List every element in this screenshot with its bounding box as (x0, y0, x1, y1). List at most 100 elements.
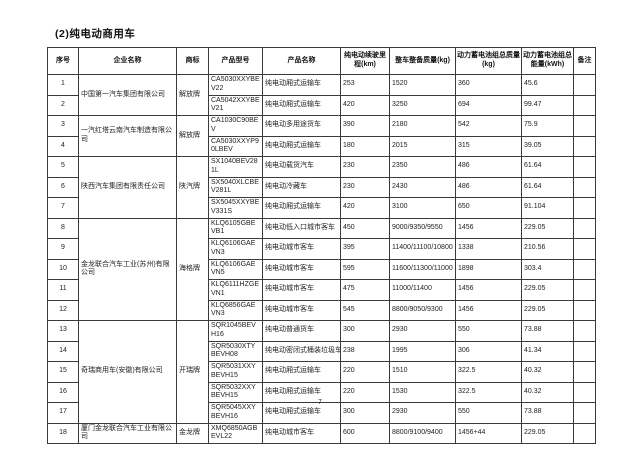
cell-curb-weight: 2350 (389, 156, 456, 178)
cell-brand: 开瑞牌 (176, 320, 209, 424)
table-row: 13 奇瑞商用车(安徽)有限公司 开瑞牌 SQR1045BEVH16 纯电动普通… (47, 320, 596, 424)
cell-model: CA5030XXYBEV22 (208, 74, 263, 96)
cell-battery-mass: 1456 (455, 279, 522, 301)
cell-remark (573, 238, 596, 260)
cell-battery-mass: 1456 (455, 299, 522, 321)
header-battery-energy: 动力蓄电池组总能量(kWh) (521, 47, 574, 75)
cell-brand: 解放牌 (176, 74, 209, 116)
header-brand: 商标 (176, 47, 209, 75)
cell-curb-weight: 3250 (389, 94, 456, 116)
table-row: 18 厦门金龙联合汽车工业有限公司 金龙牌 XMQ6850AGBEVL22 纯电… (47, 422, 596, 444)
cell-battery-mass: 486 (455, 156, 522, 178)
cell-battery-mass: 315 (455, 135, 522, 157)
cell-serial: 6 (47, 176, 79, 198)
table-row: 5 陕西汽车集团有限责任公司 陕汽牌 SX1040BEV281L 纯电动载货汽车… (47, 156, 596, 219)
cell-model: SX5040XLCBEV281L (208, 176, 263, 198)
cell-battery-energy: 40.32 (521, 361, 574, 383)
cell-battery-energy: 61.64 (521, 176, 574, 198)
cell-serial: 13 (47, 320, 79, 342)
cell-company: 一汽红塔云南汽车制造有限公司 (78, 115, 177, 157)
table-row: 9 KLQ6106GAEVN3 纯电动城市客车 395 11400/11100/… (47, 238, 596, 260)
cell-remark (573, 94, 596, 116)
cell-model: CA5030XXYP90LBEV (208, 135, 263, 157)
cell-remark (573, 320, 596, 342)
cell-range: 300 (340, 320, 390, 342)
cell-product-name: 纯电动城市客车 (262, 258, 341, 280)
cell-remark (573, 299, 596, 321)
table-row: 1 中国第一汽车集团有限公司 解放牌 CA5030XXYBEV22 纯电动厢式运… (47, 74, 596, 116)
cell-product-name: 纯电动多用途货车 (262, 115, 341, 137)
cell-product-name: 纯电动低入口城市客车 (262, 217, 341, 239)
cell-product-name: 纯电动厢式运输车 (262, 74, 341, 96)
cell-curb-weight: 8800/9050/9300 (389, 299, 456, 321)
table-row: 3 一汽红塔云南汽车制造有限公司 解放牌 CA1030C90BEV 纯电动多用途… (47, 115, 596, 157)
cell-curb-weight: 2180 (389, 115, 456, 137)
cell-serial: 11 (47, 279, 79, 301)
table-row: 7 SX5045XXYBEV331S 纯电动厢式运输车 420 3100 650… (47, 197, 596, 219)
cell-brand: 海格牌 (176, 217, 209, 321)
cell-battery-energy: 229.05 (521, 279, 574, 301)
cell-battery-energy: 91.104 (521, 197, 574, 219)
cell-model: XMQ6850AGBEVL22 (208, 422, 263, 444)
cell-remark (573, 197, 596, 219)
header-model: 产品型号 (208, 47, 263, 75)
cell-company: 金龙联合汽车工业(苏州)有限公司 (78, 217, 177, 321)
cell-product-name: 纯电动厢式运输车 (262, 135, 341, 157)
cell-product-name: 纯电动厢式运输车 (262, 361, 341, 383)
cell-remark (573, 279, 596, 301)
cell-remark (573, 361, 596, 383)
cell-remark (573, 176, 596, 198)
cell-curb-weight: 1510 (389, 361, 456, 383)
cell-battery-energy: 99.47 (521, 94, 574, 116)
cell-serial: 2 (47, 94, 79, 116)
cell-battery-mass: 1898 (455, 258, 522, 280)
cell-model: SQR5031XXYBEVH15 (208, 361, 263, 383)
cell-battery-energy: 39.05 (521, 135, 574, 157)
cell-product-name: 纯电动厢式运输车 (262, 94, 341, 116)
cell-company: 奇瑞商用车(安徽)有限公司 (78, 320, 177, 424)
cell-serial: 7 (47, 197, 79, 219)
cell-range: 395 (340, 238, 390, 260)
cell-curb-weight: 2430 (389, 176, 456, 198)
cell-range: 420 (340, 197, 390, 219)
cell-curb-weight: 11600/11300/11000 (389, 258, 456, 280)
cell-battery-mass: 1456 (455, 217, 522, 239)
cell-range: 390 (340, 115, 390, 137)
cell-serial: 14 (47, 340, 79, 362)
header-battery-mass: 动力蓄电池组总质量(kg) (455, 47, 522, 75)
page-number: 7 (318, 399, 322, 406)
table-row: 12 KLQ6856GAEVN3 纯电动城市客车 545 8800/9050/9… (47, 299, 596, 321)
cell-serial: 9 (47, 238, 79, 260)
cell-battery-energy: 229.05 (521, 422, 574, 444)
cell-company: 陕西汽车集团有限责任公司 (78, 156, 177, 219)
cell-model: KLQ6106GAEVN3 (208, 238, 263, 260)
cell-model: KLQ6105GBEVB1 (208, 217, 263, 239)
cell-serial: 8 (47, 217, 79, 239)
table-row: 16 SQR5032XXYBEVH15 纯电动厢式运输车 220 1530 32… (47, 381, 596, 403)
cell-remark (573, 74, 596, 96)
cell-model: KLQ6106GAEVN5 (208, 258, 263, 280)
cell-battery-mass: 1338 (455, 238, 522, 260)
cell-model: SQR5030XTYBEVH08 (208, 340, 263, 362)
cell-product-name: 纯电动普通货车 (262, 320, 341, 342)
cell-model: KLQ6856GAEVN3 (208, 299, 263, 321)
cell-model: CA5042XXYBEV21 (208, 94, 263, 116)
cell-remark (573, 258, 596, 280)
cell-serial: 1 (47, 74, 79, 96)
cell-serial: 12 (47, 299, 79, 321)
cell-company: 厦门金龙联合汽车工业有限公司 (78, 422, 177, 444)
cell-product-name: 纯电动城市客车 (262, 422, 341, 444)
cell-range: 220 (340, 361, 390, 383)
cell-product-name: 纯电动城市客车 (262, 299, 341, 321)
cell-battery-energy: 73.88 (521, 320, 574, 342)
cell-range: 595 (340, 258, 390, 280)
cell-product-name: 纯电动载货汽车 (262, 156, 341, 178)
cell-product-name: 纯电动厢式运输车 (262, 197, 341, 219)
cell-model: SQR1045BEVH16 (208, 320, 263, 342)
cell-battery-energy: 75.9 (521, 115, 574, 137)
cell-curb-weight: 2930 (389, 320, 456, 342)
cell-model: SX1040BEV281L (208, 156, 263, 178)
cell-battery-energy: 210.56 (521, 238, 574, 260)
cell-product-name: 纯电动密闭式桶装垃圾车 (262, 340, 341, 362)
